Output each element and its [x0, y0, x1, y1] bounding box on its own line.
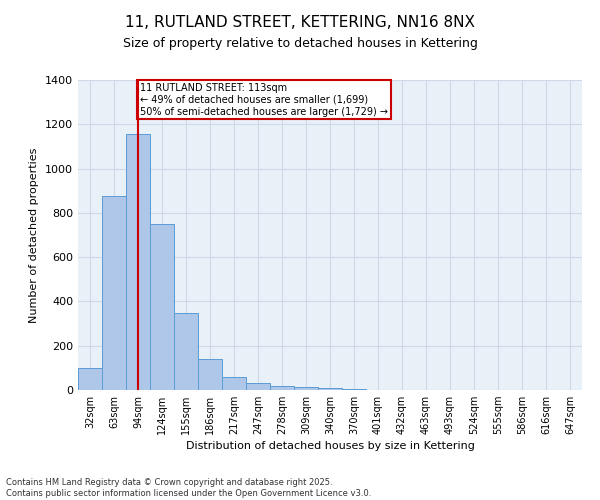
Text: 11, RUTLAND STREET, KETTERING, NN16 8NX: 11, RUTLAND STREET, KETTERING, NN16 8NX: [125, 15, 475, 30]
Bar: [342, 389, 366, 390]
Text: Contains HM Land Registry data © Crown copyright and database right 2025.
Contai: Contains HM Land Registry data © Crown c…: [6, 478, 371, 498]
Bar: [174, 312, 198, 390]
X-axis label: Distribution of detached houses by size in Kettering: Distribution of detached houses by size …: [185, 442, 475, 452]
Text: Size of property relative to detached houses in Kettering: Size of property relative to detached ho…: [122, 38, 478, 51]
Bar: [294, 386, 318, 390]
Bar: [78, 368, 102, 390]
Bar: [222, 376, 246, 390]
Bar: [126, 134, 150, 390]
Y-axis label: Number of detached properties: Number of detached properties: [29, 148, 40, 322]
Bar: [150, 224, 174, 390]
Text: 11 RUTLAND STREET: 113sqm
← 49% of detached houses are smaller (1,699)
50% of se: 11 RUTLAND STREET: 113sqm ← 49% of detac…: [140, 84, 388, 116]
Bar: [198, 359, 222, 390]
Bar: [270, 386, 294, 390]
Bar: [318, 388, 342, 390]
Bar: [102, 196, 126, 390]
Bar: [246, 384, 270, 390]
